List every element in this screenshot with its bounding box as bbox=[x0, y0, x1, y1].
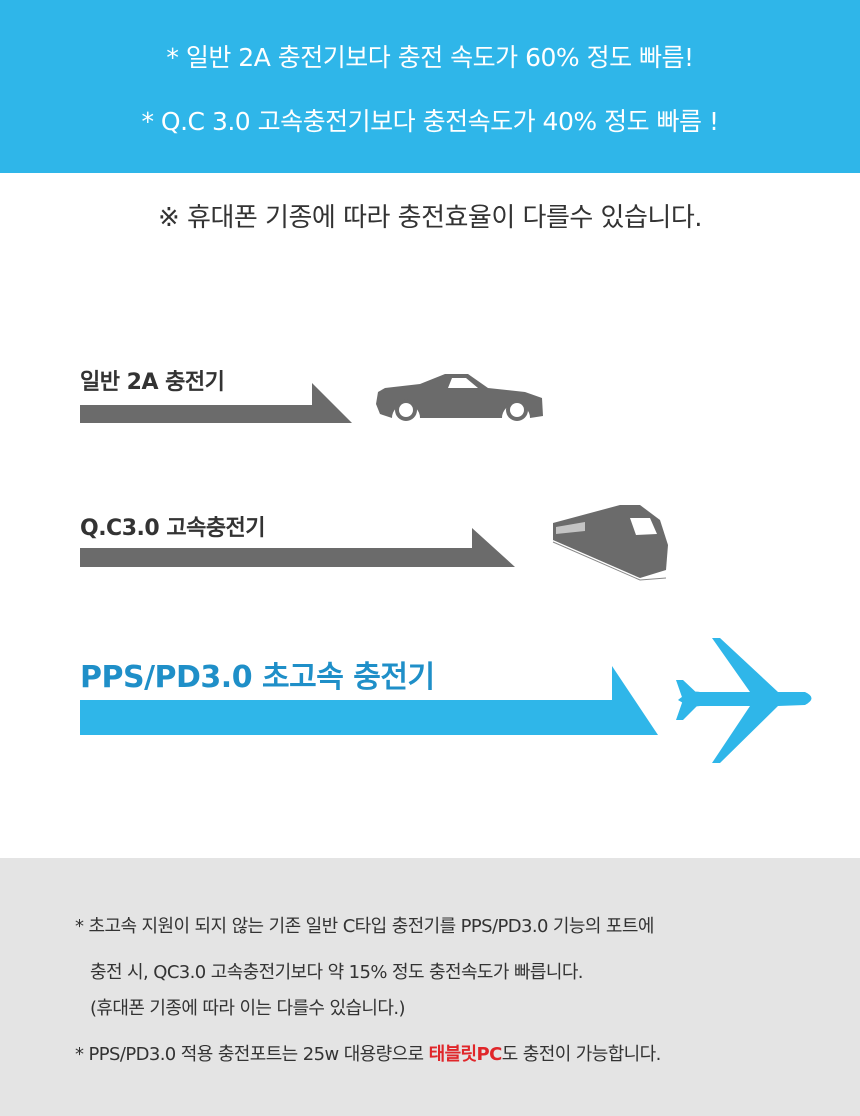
car-icon bbox=[376, 374, 543, 421]
label-pps-charger: PPS/PD3.0 초고속 충전기 bbox=[80, 660, 435, 695]
arrow-qc3 bbox=[80, 528, 515, 567]
banner-line-2: * Q.C 3.0 고속충전기보다 충전속도가 40% 정도 빠름 ! bbox=[141, 107, 719, 136]
arrow-pps bbox=[80, 666, 658, 735]
footer-line-3: (휴대폰 기종에 따라 이는 다를수 있습니다.) bbox=[90, 998, 406, 1019]
top-banner: * 일반 2A 충전기보다 충전 속도가 60% 정도 빠름! * Q.C 3.… bbox=[0, 0, 860, 173]
footer-line-4-text: * PPS/PD3.0 적용 충전포트는 25w 대용량으로 bbox=[75, 1044, 429, 1065]
arrow-2a bbox=[80, 383, 352, 423]
banner-line-1: * 일반 2A 충전기보다 충전 속도가 60% 정도 빠름! bbox=[166, 43, 694, 72]
train-icon bbox=[552, 505, 668, 581]
speed-comparison-graphic bbox=[80, 374, 812, 763]
footer-line-4: * PPS/PD3.0 적용 충전포트는 25w 대용량으로 태블릿PC도 충전… bbox=[75, 1040, 661, 1066]
footer-line-1: * 초고속 지원이 되지 않는 기존 일반 C타입 충전기를 PPS/PD3.0… bbox=[75, 916, 654, 937]
airplane-icon bbox=[676, 638, 812, 763]
label-2a-charger: 일반 2A 충전기 bbox=[80, 370, 225, 395]
tablet-highlight: 태블릿PC bbox=[428, 1044, 503, 1065]
label-qc3-charger: Q.C3.0 고속충전기 bbox=[80, 516, 266, 541]
efficiency-note: ※ 휴대폰 기종에 따라 충전효율이 다를수 있습니다. bbox=[157, 203, 703, 233]
footer-line-4-end: 도 충전이 가능합니다. bbox=[501, 1044, 662, 1065]
footer-line-2: 충전 시, QC3.0 고속충전기보다 약 15% 정도 충전속도가 빠릅니다. bbox=[90, 962, 584, 983]
footer-notes: * 초고속 지원이 되지 않는 기존 일반 C타입 충전기를 PPS/PD3.0… bbox=[0, 858, 860, 1116]
